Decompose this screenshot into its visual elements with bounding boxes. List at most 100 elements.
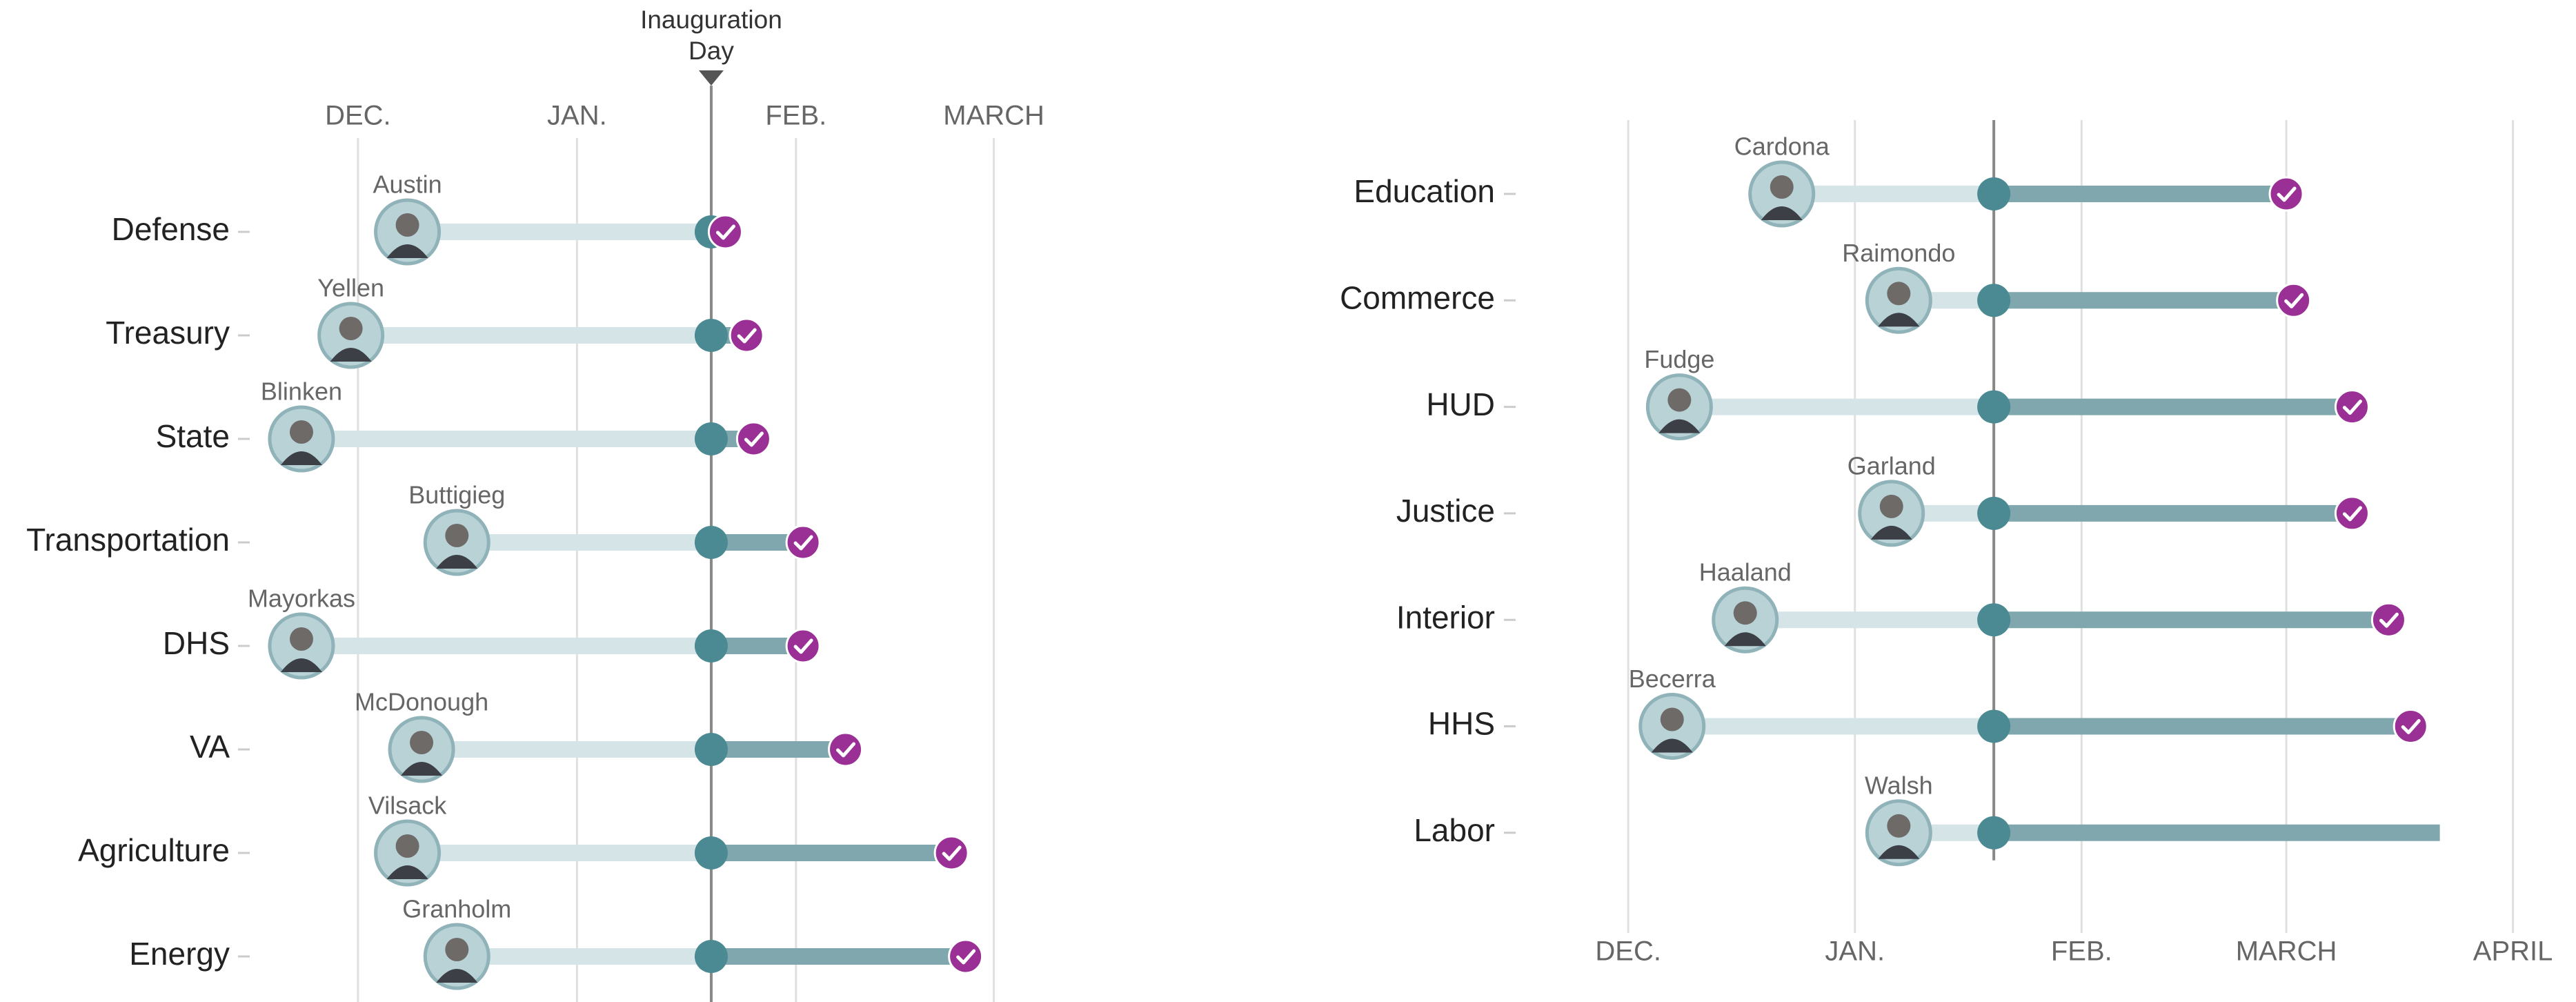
inauguration-dot	[1977, 284, 2011, 317]
inauguration-dot	[694, 526, 728, 559]
nominee-name: Walsh	[1865, 771, 1933, 799]
portrait-body	[1658, 419, 1701, 433]
category-label: DHS	[163, 625, 230, 661]
confirmed-marker	[2268, 176, 2304, 212]
portrait	[1712, 586, 1779, 654]
category-label: Commerce	[1340, 279, 1495, 315]
x-tick-label: FEB.	[2051, 936, 2112, 967]
portrait-head	[395, 213, 419, 237]
inauguration-dot	[1977, 496, 2011, 530]
confirmed-check	[2401, 719, 2421, 734]
portrait-head	[445, 938, 469, 961]
inauguration-dot	[1977, 709, 2011, 743]
confirmed-marker	[735, 421, 771, 457]
portrait	[1865, 799, 1932, 867]
category-label: Energy	[129, 936, 230, 972]
portrait	[317, 302, 385, 369]
category-label: Transportation	[26, 522, 230, 558]
x-tick-label: DEC.	[1595, 936, 1661, 967]
portrait	[268, 612, 335, 680]
nominee-name: Fudge	[1644, 345, 1714, 373]
x-tick-label: JAN.	[1825, 936, 1885, 967]
confirmed-check	[942, 845, 962, 861]
annotation: Inauguration	[640, 6, 782, 34]
portrait-head	[1660, 707, 1684, 731]
portrait	[268, 405, 335, 473]
portrait-head	[1879, 494, 1903, 518]
nominee-name: McDonough	[355, 688, 488, 716]
inauguration-dot	[694, 733, 728, 766]
nominee-name: Buttigieg	[408, 481, 505, 509]
confirmed-check	[715, 224, 735, 240]
inauguration-dot	[694, 422, 728, 455]
portrait-body	[401, 762, 443, 776]
portrait-body	[280, 451, 322, 465]
nominee-name: Vilsack	[368, 792, 447, 820]
nominee-name: Yellen	[317, 274, 384, 302]
portrait-body	[1761, 206, 1803, 220]
portrait-body	[436, 555, 478, 569]
confirmed-check	[2342, 506, 2362, 522]
confirmed-marker	[2334, 495, 2370, 531]
confirmed-marker	[2392, 709, 2428, 744]
category-label: HUD	[1426, 386, 1495, 422]
nominee-name: Mayorkas	[248, 584, 355, 613]
portrait-body	[280, 658, 322, 672]
nominee-name: Granholm	[402, 895, 511, 923]
category-label: Interior	[1396, 599, 1495, 635]
portrait-body	[386, 244, 428, 258]
portrait	[1858, 480, 1925, 547]
portrait-head	[1887, 814, 1911, 838]
portrait-body	[436, 969, 478, 983]
nominee-name: Haaland	[1699, 558, 1792, 587]
nominee-name: Garland	[1847, 451, 1936, 480]
confirmed-marker	[729, 317, 764, 353]
category-label: Justice	[1396, 493, 1495, 529]
inauguration-dot	[694, 940, 728, 973]
category-label: Agriculture	[78, 832, 230, 868]
portrait-head	[410, 731, 434, 754]
nominee-name: Blinken	[261, 377, 342, 406]
portrait	[423, 923, 491, 990]
portrait-head	[1770, 175, 1794, 199]
portrait	[374, 198, 442, 266]
confirmed-check	[836, 742, 856, 758]
portrait	[374, 819, 442, 887]
inauguration-dot	[694, 836, 728, 870]
x-tick-label: DEC.	[325, 101, 391, 131]
confirmed-check	[956, 949, 976, 965]
confirmed-check	[744, 431, 764, 447]
x-tick-label: MARCH	[943, 101, 1044, 131]
confirmed-marker	[785, 524, 821, 560]
confirmed-check	[737, 328, 757, 344]
annotation: Day	[688, 37, 734, 65]
portrait-body	[1870, 525, 1912, 540]
portrait-body	[330, 348, 372, 362]
portrait-body	[1724, 632, 1766, 647]
portrait	[1748, 160, 1816, 228]
nominee-name: Cardona	[1734, 132, 1830, 161]
confirmed-check	[2379, 612, 2399, 628]
portrait-head	[339, 317, 363, 340]
confirmed-marker	[2370, 602, 2406, 638]
portrait-body	[1878, 845, 1920, 859]
inauguration-dot	[1977, 390, 2011, 424]
portrait	[1865, 266, 1932, 334]
portrait-body	[386, 865, 428, 879]
category-label: VA	[190, 729, 230, 765]
portrait-head	[395, 834, 419, 858]
category-label: HHS	[1428, 706, 1495, 742]
confirmed-check	[2342, 400, 2362, 415]
confirmed-marker	[785, 628, 821, 664]
x-tick-label: APRIL	[2473, 936, 2553, 967]
portrait-head	[1887, 282, 1911, 306]
nominee-name: Austin	[373, 170, 442, 199]
inauguration-dot	[1977, 177, 2011, 210]
portrait-body	[1878, 313, 1920, 327]
x-tick-label: JAN.	[547, 101, 607, 131]
portrait-head	[1667, 388, 1692, 412]
portrait-head	[289, 627, 313, 651]
portrait-head	[289, 420, 313, 444]
